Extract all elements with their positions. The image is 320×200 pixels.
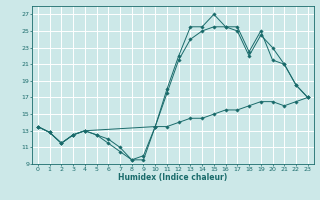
X-axis label: Humidex (Indice chaleur): Humidex (Indice chaleur) — [118, 173, 228, 182]
